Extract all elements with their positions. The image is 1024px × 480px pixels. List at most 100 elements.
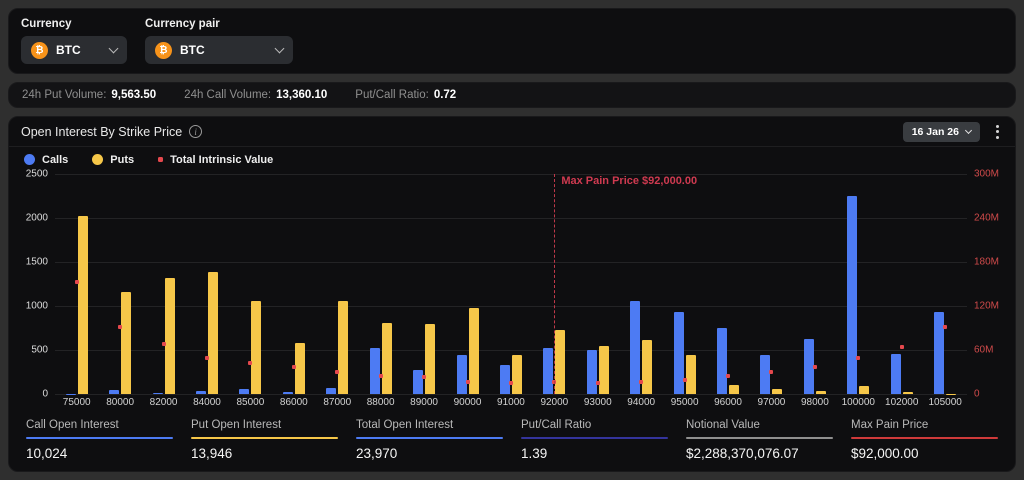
put-bar[interactable]	[382, 323, 392, 394]
intrinsic-value-point[interactable]	[162, 342, 166, 346]
x-axis-tick: 86000	[272, 397, 315, 408]
put-bar[interactable]	[599, 346, 609, 394]
strike-group-87000	[316, 174, 359, 394]
call-bar[interactable]	[847, 196, 857, 394]
intrinsic-value-point[interactable]	[683, 378, 687, 382]
stat-underline	[356, 437, 503, 439]
strike-group-93000	[576, 174, 619, 394]
put-bar[interactable]	[686, 355, 696, 394]
intrinsic-value-point[interactable]	[422, 375, 426, 379]
x-axis-tick: 89000	[402, 397, 445, 408]
put-bar[interactable]	[729, 385, 739, 394]
y-axis-tick-left: 2000	[26, 213, 48, 224]
put-bar[interactable]	[772, 389, 782, 394]
put-bar[interactable]	[165, 278, 175, 394]
call-bar[interactable]	[543, 348, 553, 394]
strike-group-94000	[619, 174, 662, 394]
intrinsic-value-point[interactable]	[596, 381, 600, 385]
x-axis-tick: 96000	[706, 397, 749, 408]
call-bar[interactable]	[370, 348, 380, 394]
put-bar[interactable]	[251, 301, 261, 394]
put-bar[interactable]	[512, 355, 522, 394]
intrinsic-value-point[interactable]	[75, 280, 79, 284]
put-bar[interactable]	[121, 292, 131, 394]
call-bar[interactable]	[891, 354, 901, 394]
call-bar[interactable]	[239, 389, 249, 394]
x-axis-tick: 100000	[837, 397, 880, 408]
put-bar[interactable]	[78, 216, 88, 394]
strike-group-97000	[750, 174, 793, 394]
y-axis-tick-left: 1000	[26, 301, 48, 312]
currency-pair-dropdown[interactable]: ₿ BTC	[145, 36, 293, 64]
intrinsic-value-point[interactable]	[769, 370, 773, 374]
put-bar[interactable]	[425, 324, 435, 394]
intrinsic-value-point[interactable]	[856, 356, 860, 360]
currency-dropdown[interactable]: ₿ BTC	[21, 36, 127, 64]
strike-group-85000	[229, 174, 272, 394]
intrinsic-value-point[interactable]	[466, 380, 470, 384]
intrinsic-value-point[interactable]	[248, 361, 252, 365]
intrinsic-value-point[interactable]	[509, 381, 513, 385]
put-bar[interactable]	[469, 308, 479, 394]
puts-swatch-icon	[92, 154, 103, 165]
stat-put-call-ratio: Put/Call Ratio 1.39	[512, 419, 677, 461]
strike-group-105000	[923, 174, 966, 394]
intrinsic-value-point[interactable]	[292, 365, 296, 369]
expiry-date-dropdown[interactable]: 16 Jan 26	[903, 122, 980, 142]
legend-item-intrinsic[interactable]: Total Intrinsic Value	[158, 154, 273, 166]
strike-group-92000: Max Pain Price $92,000.00	[533, 174, 576, 394]
put-bar[interactable]	[295, 343, 305, 394]
x-axis-tick: 82000	[142, 397, 185, 408]
put-bar[interactable]	[642, 340, 652, 394]
legend-item-calls[interactable]: Calls	[24, 154, 68, 166]
call-bar[interactable]	[500, 365, 510, 394]
intrinsic-value-point[interactable]	[118, 325, 122, 329]
stat-underline	[686, 437, 833, 439]
intrinsic-value-point[interactable]	[900, 345, 904, 349]
y-axis-tick-right: 0	[974, 389, 980, 400]
info-icon[interactable]: i	[189, 125, 202, 138]
intrinsic-value-point[interactable]	[726, 374, 730, 378]
put-bar[interactable]	[816, 391, 826, 394]
intrinsic-value-point[interactable]	[379, 374, 383, 378]
put-bar[interactable]	[859, 386, 869, 394]
intrinsic-value-point[interactable]	[335, 370, 339, 374]
strike-group-88000	[359, 174, 402, 394]
bar-groups: Max Pain Price $92,000.00	[55, 174, 967, 394]
intrinsic-value-point[interactable]	[639, 380, 643, 384]
x-axis: 7500080000820008400085000860008700088000…	[55, 394, 967, 410]
x-axis-tick: 93000	[576, 397, 619, 408]
x-axis-tick: 80000	[98, 397, 141, 408]
kebab-menu-icon[interactable]	[992, 123, 1003, 141]
call-bar[interactable]	[587, 350, 597, 394]
x-axis-tick: 88000	[359, 397, 402, 408]
call-bar[interactable]	[717, 328, 727, 394]
y-axis-tick-left: 500	[31, 345, 48, 356]
put-bar[interactable]	[555, 330, 565, 394]
calls-swatch-icon	[24, 154, 35, 165]
strike-group-102000	[880, 174, 923, 394]
intrinsic-value-point[interactable]	[943, 325, 947, 329]
call-bar[interactable]	[283, 392, 293, 394]
put-call-ratio-stat: Put/Call Ratio: 0.72	[355, 89, 456, 101]
x-axis-tick: 97000	[750, 397, 793, 408]
call-volume-stat: 24h Call Volume: 13,360.10	[184, 89, 327, 101]
call-bar[interactable]	[326, 388, 336, 394]
call-bar[interactable]	[153, 393, 163, 394]
strike-group-75000	[55, 174, 98, 394]
intrinsic-value-point[interactable]	[205, 356, 209, 360]
y-axis-tick-left: 0	[42, 389, 48, 400]
call-bar[interactable]	[109, 390, 119, 394]
legend-item-puts[interactable]: Puts	[92, 154, 134, 166]
put-bar[interactable]	[208, 272, 218, 394]
put-bar[interactable]	[338, 301, 348, 394]
call-bar[interactable]	[196, 391, 206, 394]
filter-panel: Currency ₿ BTC Currency pair ₿ BTC	[8, 8, 1016, 74]
call-bar[interactable]	[760, 355, 770, 394]
x-axis-tick: 92000	[533, 397, 576, 408]
x-axis-tick: 90000	[446, 397, 489, 408]
put-bar[interactable]	[903, 392, 913, 394]
call-bar[interactable]	[457, 355, 467, 394]
y-axis-tick-left: 1500	[26, 257, 48, 268]
intrinsic-value-point[interactable]	[813, 365, 817, 369]
